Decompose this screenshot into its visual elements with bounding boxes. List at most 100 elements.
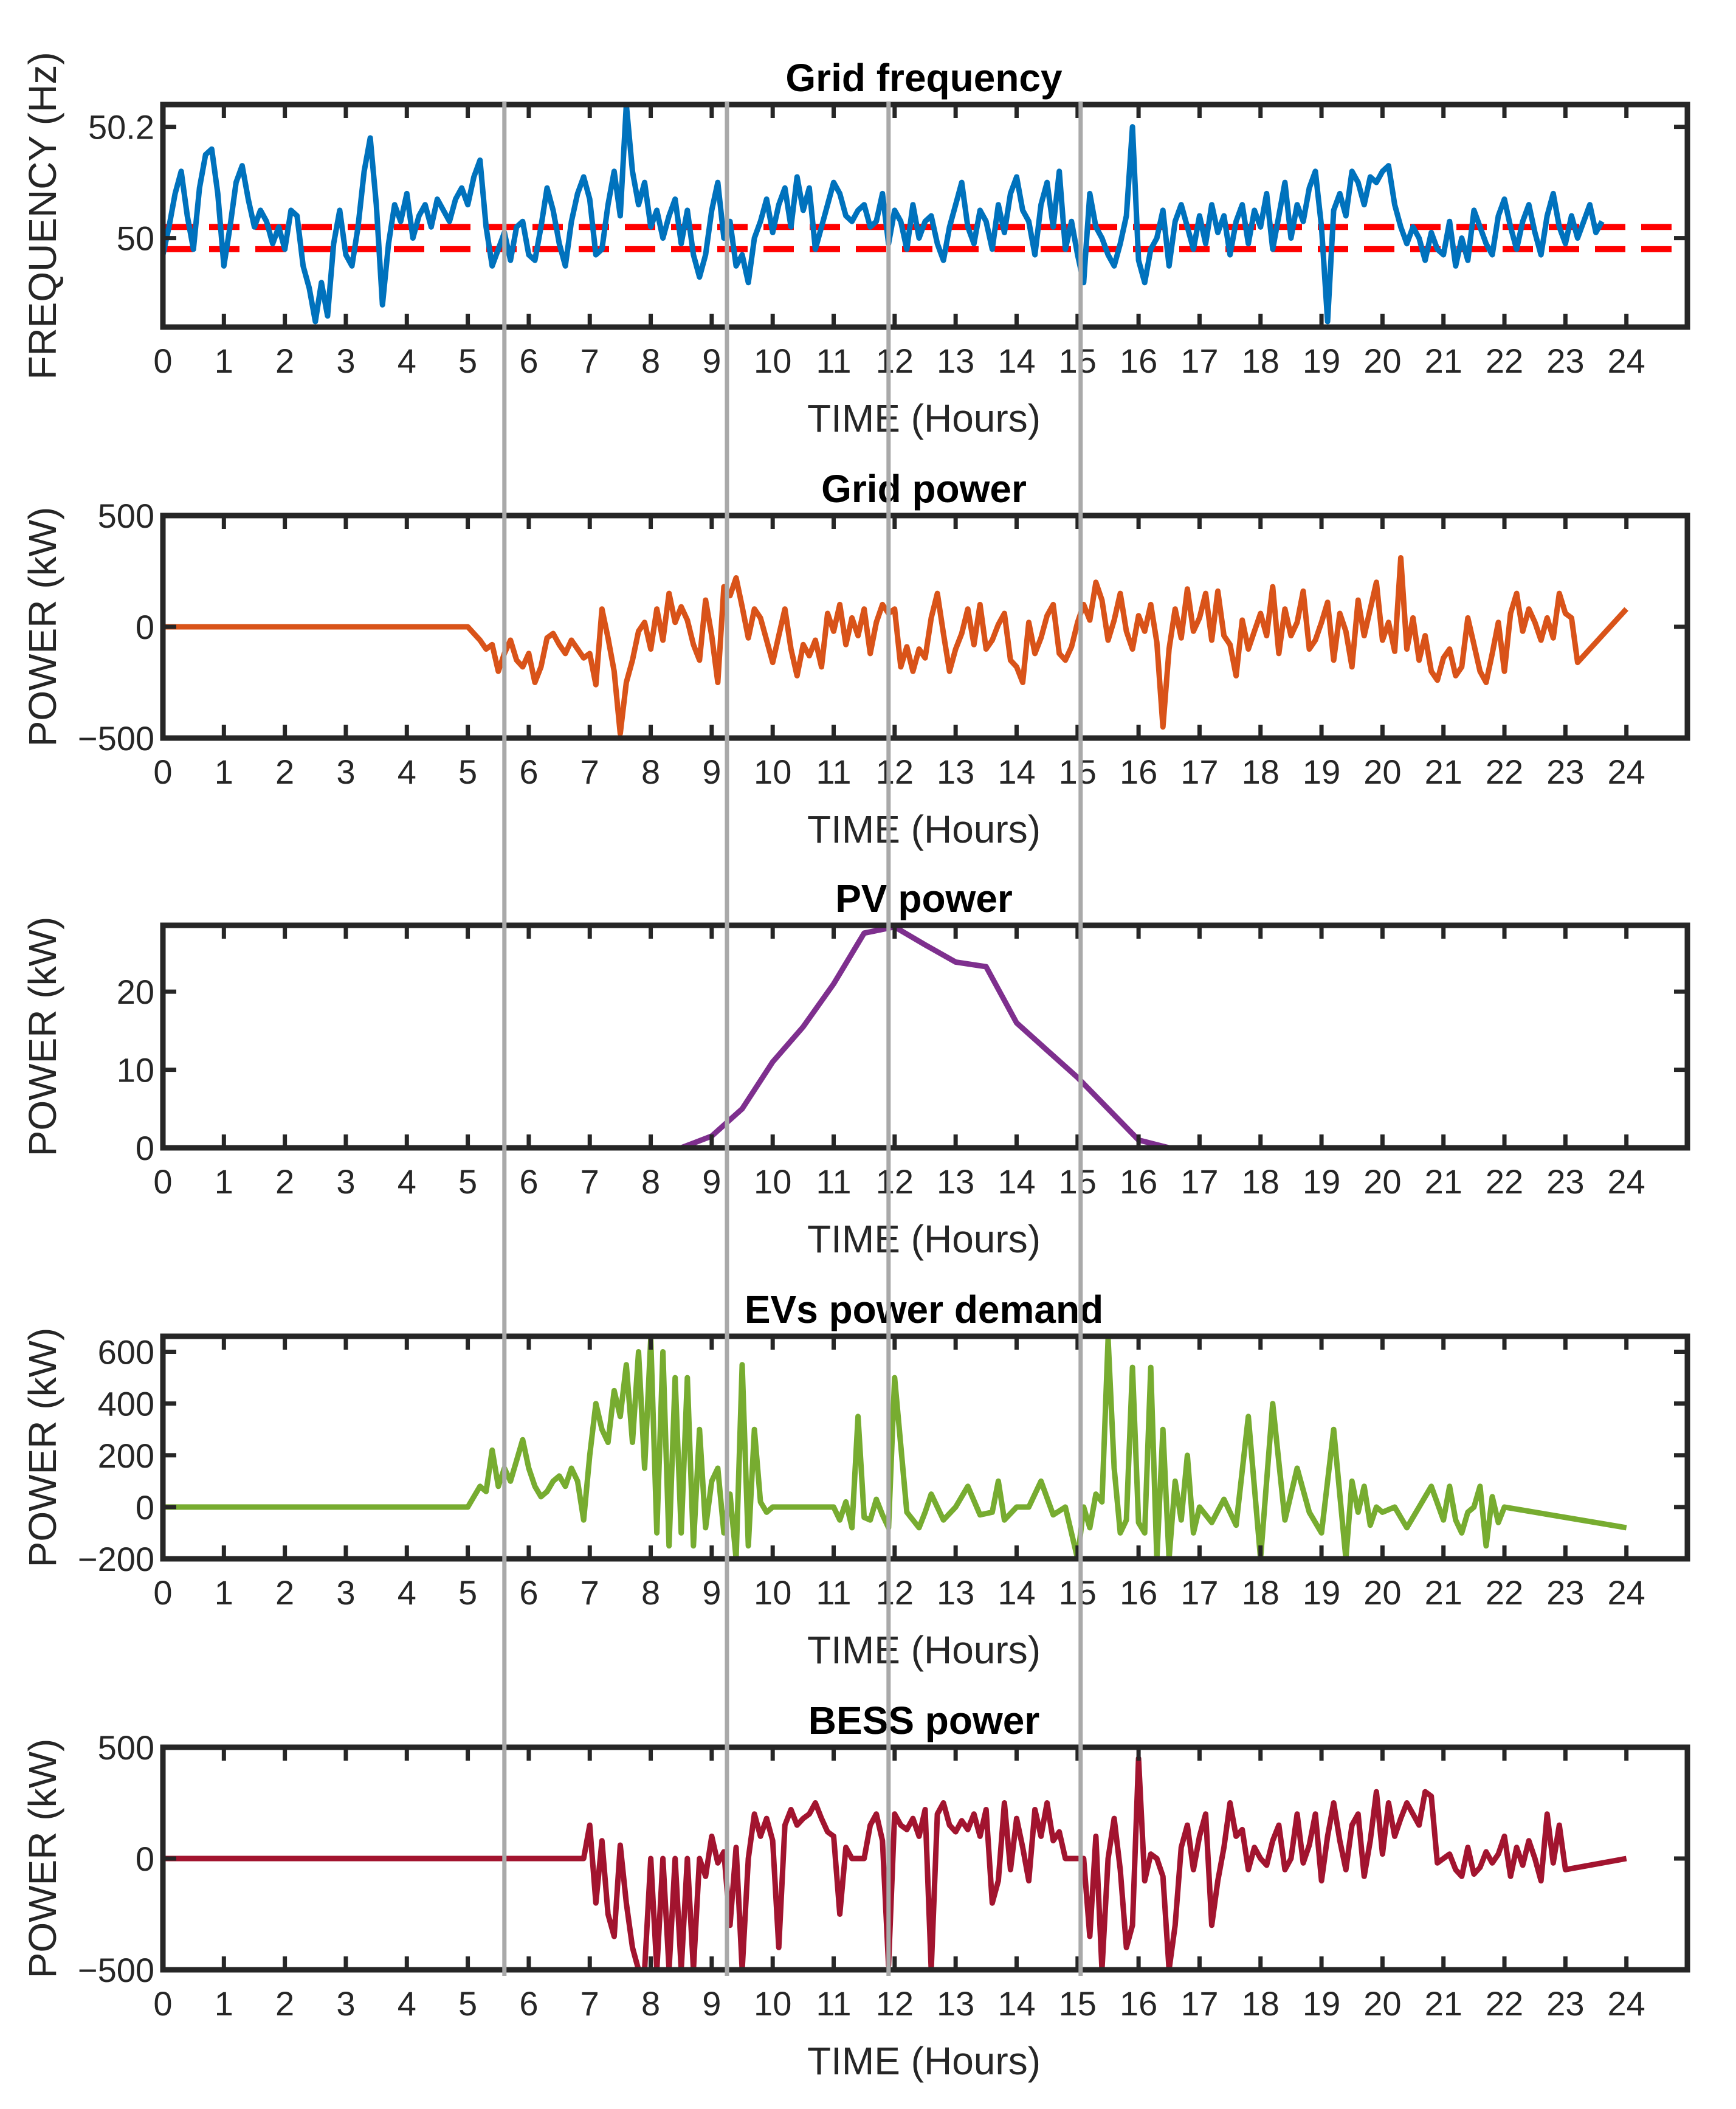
grid-series-line [163, 555, 1629, 737]
ev-xtick-label: 24 [1608, 1573, 1645, 1612]
freq-xtick-label: 9 [702, 342, 721, 380]
grid-xtick-label: 7 [580, 753, 599, 791]
freq-xlabel: TIME (Hours) [807, 396, 1041, 440]
freq-xtick-label: 22 [1486, 342, 1523, 380]
bess-xtick-label: 8 [641, 1984, 660, 2023]
pv-xtick-label: 12 [876, 1162, 914, 1201]
bess-xtick-label: 11 [816, 1984, 851, 2023]
grid-subplot: 0 1 2 3 4 5 6 7 8 9 10 11 12 13 14 15 16 17 18 19 20 21 22 23 24… [21, 467, 1690, 851]
ev-xtick-label: 2 [275, 1573, 294, 1612]
pv-title: PV power [835, 877, 1013, 920]
ev-xtick-label: 18 [1242, 1573, 1280, 1612]
freq-xtick-label: 8 [641, 342, 660, 380]
bess-xtick-label: 18 [1242, 1984, 1280, 2023]
pv-xtick-label: 21 [1425, 1162, 1462, 1201]
grid-xtick-label: 5 [458, 753, 477, 791]
pv-xtick-label: 18 [1242, 1162, 1280, 1201]
grid-xtick-label: 19 [1303, 753, 1340, 791]
bess-xtick-label: 14 [997, 1984, 1035, 2023]
bess-ytick-label: −500 [78, 1951, 154, 1989]
grid-xtick-label: 16 [1120, 753, 1157, 791]
pv-xtick-label: 7 [580, 1162, 599, 1201]
bess-xtick-label: 5 [458, 1984, 477, 2023]
bess-ytick-label: 0 [136, 1840, 154, 1878]
ev-xtick-label: 21 [1425, 1573, 1462, 1612]
bess-xtick-label: 19 [1303, 1984, 1340, 2023]
bess-xtick-label: 22 [1486, 1984, 1523, 2023]
ev-xtick-label: 8 [641, 1573, 660, 1612]
ev-xtick-label: 17 [1180, 1573, 1218, 1612]
freq-xtick-label: 23 [1546, 342, 1584, 380]
pv-xtick-label: 10 [754, 1162, 791, 1201]
ev-xtick-label: 6 [519, 1573, 538, 1612]
pv-xtick-label: 1 [215, 1162, 233, 1201]
bess-xtick-label: 16 [1120, 1984, 1157, 2023]
pv-xtick-label: 23 [1546, 1162, 1584, 1201]
bess-xtick-label: 24 [1608, 1984, 1645, 2023]
ev-xtick-label: 12 [876, 1573, 914, 1612]
ev-ytick-label: 200 [98, 1437, 154, 1475]
ev-xtick-label: 23 [1546, 1573, 1584, 1612]
bess-title: BESS power [808, 1699, 1040, 1742]
pv-xtick-label: 22 [1486, 1162, 1523, 1201]
pv-xtick-label: 3 [336, 1162, 355, 1201]
freq-ytick-label: 50 [117, 219, 154, 258]
grid-ytick-label: 0 [136, 608, 154, 646]
pv-axes-box [160, 922, 1690, 1151]
pv-xtick-label: 6 [519, 1162, 538, 1201]
pv-subplot: 0 1 2 3 4 5 6 7 8 9 10 11 12 13 14 15 16 17 18 19 20 21 22 23 24… [21, 877, 1690, 1261]
grid-xtick-label: 10 [754, 753, 791, 791]
freq-xtick-label: 24 [1608, 342, 1645, 380]
bess-xlabel: TIME (Hours) [807, 2039, 1041, 2083]
bess-ylabel: POWER (kW) [21, 1739, 64, 1979]
grid-xtick-label: 24 [1608, 753, 1645, 791]
freq-ytick-label: 50.2 [88, 108, 154, 147]
pv-ytick-label: 10 [117, 1051, 154, 1089]
bess-xtick-label: 3 [336, 1984, 355, 2023]
pv-ytick-label: 20 [117, 973, 154, 1011]
grid-xtick-label: 17 [1180, 753, 1218, 791]
ev-xtick-label: 11 [816, 1573, 851, 1612]
ev-xtick-label: 20 [1363, 1573, 1401, 1612]
pv-xtick-label: 2 [275, 1162, 294, 1201]
pv-xtick-label: 8 [641, 1162, 660, 1201]
freq-xtick-label: 14 [997, 342, 1035, 380]
pv-xtick-label: 20 [1363, 1162, 1401, 1201]
ev-axes-box [160, 1333, 1690, 1562]
bess-xtick-label: 2 [275, 1984, 294, 2023]
pv-xtick-label: 14 [997, 1162, 1035, 1201]
ev-title: EVs power demand [745, 1288, 1103, 1331]
pv-xtick-label: 5 [458, 1162, 477, 1201]
grid-xlabel: TIME (Hours) [807, 807, 1041, 851]
bess-series-line [163, 1755, 1627, 1970]
grid-xtick-label: 14 [997, 753, 1035, 791]
freq-xtick-label: 13 [937, 342, 974, 380]
bess-xtick-label: 13 [937, 1984, 974, 2023]
grid-xtick-label: 2 [275, 753, 294, 791]
ev-xtick-label: 19 [1303, 1573, 1340, 1612]
ev-xtick-label: 14 [997, 1573, 1035, 1612]
pv-ytick-label: 0 [136, 1129, 154, 1167]
freq-xtick-label: 0 [153, 342, 172, 380]
bess-xtick-label: 15 [1059, 1984, 1097, 2023]
freq-xtick-label: 17 [1180, 342, 1218, 380]
grid-xtick-label: 15 [1059, 753, 1097, 791]
grid-title: Grid power [821, 467, 1027, 511]
grid-xtick-label: 20 [1363, 753, 1401, 791]
bess-subplot: 0 1 2 3 4 5 6 7 8 9 10 11 12 13 14 15 16 17 18 19 20 21 22 23 24… [21, 1699, 1690, 2083]
grid-xtick-label: 8 [641, 753, 660, 791]
ev-xtick-label: 3 [336, 1573, 355, 1612]
bess-xtick-label: 23 [1546, 1984, 1584, 2023]
freq-xtick-label: 3 [336, 342, 355, 380]
ev-xtick-label: 9 [702, 1573, 721, 1612]
freq-title: Grid frequency [785, 56, 1063, 100]
ev-ytick-label: −200 [78, 1540, 154, 1578]
grid-xtick-label: 13 [937, 753, 974, 791]
ev-ytick-label: 400 [98, 1385, 154, 1423]
ev-series-line [163, 1336, 1627, 1559]
bess-xtick-label: 20 [1363, 1984, 1401, 2023]
ev-xtick-label: 1 [215, 1573, 233, 1612]
grid-xtick-label: 0 [153, 753, 172, 791]
freq-xtick-label: 18 [1242, 342, 1280, 380]
bess-xtick-label: 17 [1180, 1984, 1218, 2023]
